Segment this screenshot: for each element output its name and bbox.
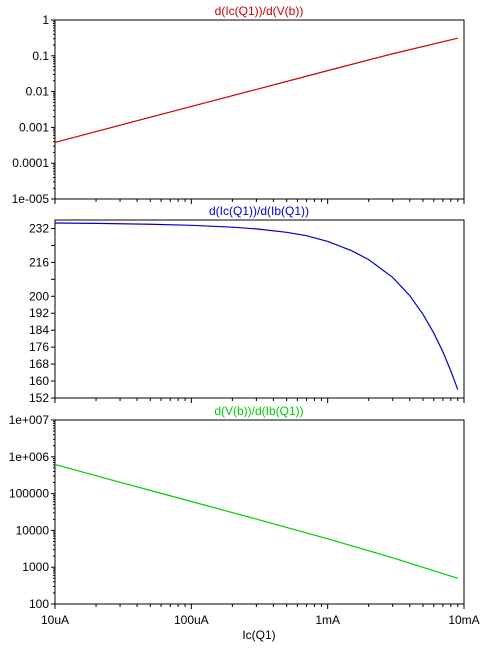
y-tick-label: 200: [29, 289, 49, 303]
plot-frame-vb-ib: [54, 419, 465, 605]
x-tick-label: 1mA: [315, 613, 340, 627]
panel-title-ic-ib: d(Ic(Q1))/d(Ib(Q1)): [209, 204, 309, 218]
y-tick-label: 232: [29, 221, 49, 235]
x-tick-label: 10mA: [448, 613, 479, 627]
y-tick-label: 0.001: [19, 120, 49, 134]
y-tick-label: 100: [29, 597, 49, 611]
y-axis-vb-ib: 1e+007 1e+006 100000 10000 1000 100: [9, 413, 55, 611]
x-tick-label: 10uA: [41, 613, 69, 627]
y-axis-ic-ib: 232 216 200 192 184 176 168 160 152: [29, 221, 55, 405]
y-tick-label: 152: [29, 391, 49, 405]
plot-frame-ic-vb: [54, 19, 465, 200]
x-tick-label: 100uA: [174, 613, 209, 627]
panel-title-vb-ib: d(V(b))/d(Ib(Q1)): [214, 404, 303, 418]
y-axis-ic-vb: 1 0.1 0.01 0.001 0.0001 1e-005: [12, 13, 55, 206]
x-ticks-ic-vb: [54, 199, 465, 204]
curve-ic-vb: [54, 37, 458, 144]
y-tick-label: 10000: [16, 523, 50, 537]
y-tick-label: 1e+006: [9, 450, 50, 464]
y-tick-label: 176: [29, 340, 49, 354]
y-tick-label: 216: [29, 255, 49, 269]
curve-vb-ib: [54, 463, 458, 579]
y-tick-label: 1: [42, 13, 49, 27]
y-tick-label: 1e-005: [12, 192, 50, 206]
curve-ic-ib: [54, 222, 459, 390]
x-ticks-vb-ib: [54, 604, 465, 609]
x-axis-labels: 10uA 100uA 1mA 10mA: [41, 613, 480, 627]
y-tick-label: 0.1: [32, 49, 49, 63]
y-tick-label: 192: [29, 306, 49, 320]
y-tick-label: 0.0001: [12, 156, 49, 170]
y-tick-label: 184: [29, 323, 49, 337]
x-axis-title: Ic(Q1): [242, 628, 275, 642]
x-ticks-ic-ib: [54, 398, 465, 403]
panel-title-ic-vb: d(Ic(Q1))/d(V(b)): [215, 4, 304, 18]
y-tick-label: 100000: [9, 487, 49, 501]
y-tick-label: 168: [29, 357, 49, 371]
panel-ic-ib: d(Ic(Q1))/d(Ib(Q1)) 232 216 200 192 184 176 16…: [29, 204, 465, 405]
y-tick-label: 1000: [22, 560, 49, 574]
panel-vb-ib: d(V(b))/d(Ib(Q1)) 1e+007 1e+006 100000 1000…: [9, 404, 465, 611]
y-tick-label: 1e+007: [9, 413, 50, 427]
panel-ic-vb: d(Ic(Q1))/d(V(b)) 1 0.1 0.01 0.001 0.0001 1e-…: [12, 4, 465, 206]
plot-frame-ic-ib: [54, 219, 465, 399]
y-tick-label: 160: [29, 374, 49, 388]
y-tick-label: 0.01: [26, 85, 50, 99]
